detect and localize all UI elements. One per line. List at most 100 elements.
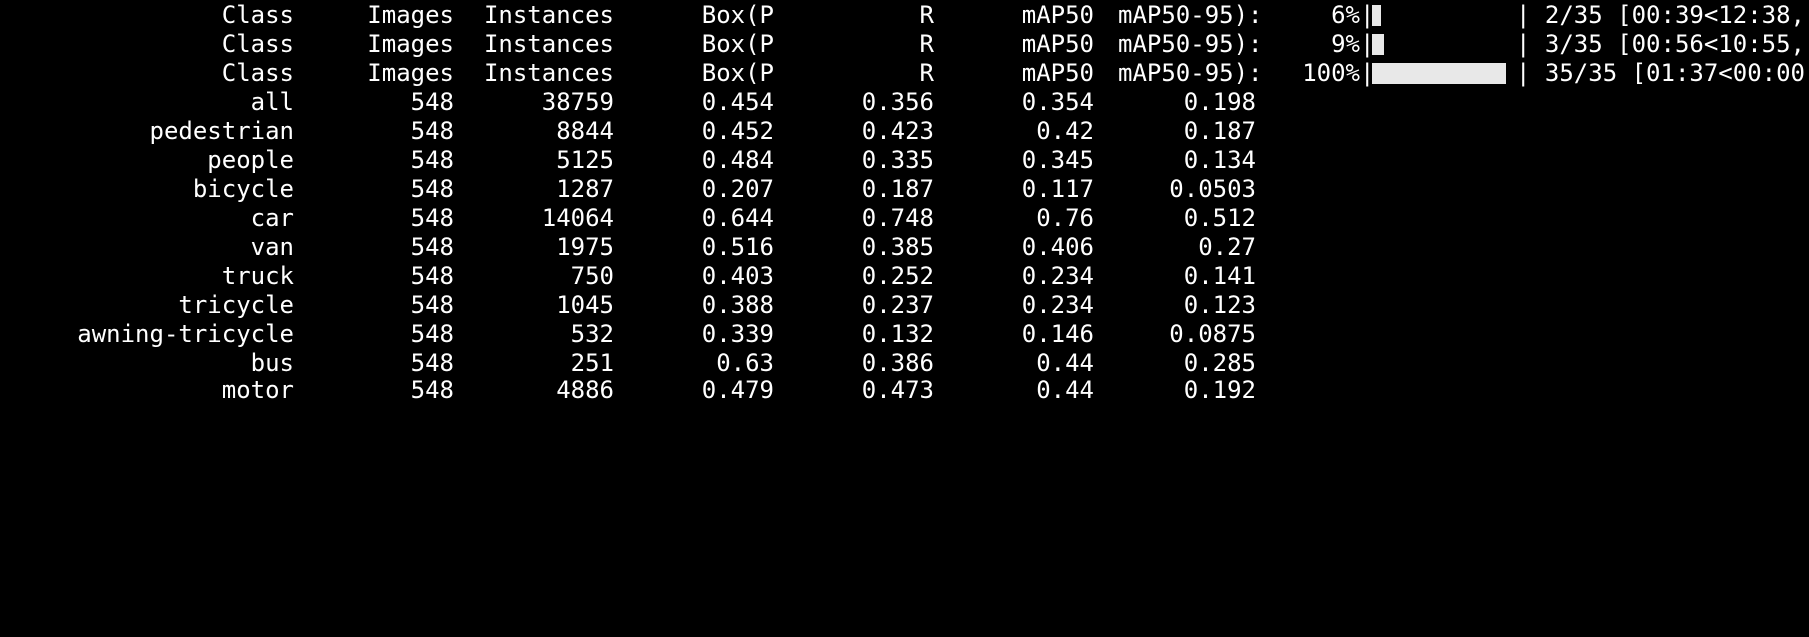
table-row: bus 548 251 0.63 0.386 0.44 0.285 bbox=[0, 349, 1256, 378]
map50-95-value: 0.141 bbox=[1183, 262, 1256, 290]
progress-line: Class Images Instances Box(P R mAP50 mAP… bbox=[0, 30, 1805, 59]
table-row: tricycle 548 1045 0.388 0.237 0.234 0.12… bbox=[0, 291, 1256, 320]
instances-value: 8844 bbox=[556, 117, 614, 145]
progress-bar-fill bbox=[1372, 63, 1506, 84]
progress-percent: 6% bbox=[1331, 1, 1360, 29]
progress-bar: | bbox=[1360, 30, 1520, 117]
box-p-value: 0.452 bbox=[701, 117, 774, 145]
header-box-p: Box(P bbox=[701, 59, 774, 87]
r-value: 0.237 bbox=[861, 291, 934, 319]
instances-value: 1287 bbox=[556, 175, 614, 203]
header-class: Class bbox=[221, 59, 294, 87]
map50-value: 0.42 bbox=[1036, 117, 1094, 145]
box-p-value: 0.479 bbox=[701, 376, 774, 404]
map50-95-value: 0.134 bbox=[1183, 146, 1256, 174]
class-name: pedestrian bbox=[149, 117, 295, 145]
progress-line: Class Images Instances Box(P R mAP50 mAP… bbox=[0, 1, 1805, 30]
map50-95-value: 0.192 bbox=[1183, 376, 1256, 404]
table-row: car 548 14064 0.644 0.748 0.76 0.512 bbox=[0, 204, 1256, 233]
progress-percent: 100% bbox=[1302, 59, 1360, 87]
table-row: motor 548 4886 0.479 0.473 0.44 0.192 bbox=[0, 376, 1256, 405]
map50-value: 0.234 bbox=[1021, 291, 1094, 319]
progress-status: | 35/35 [01:37<00:00, bbox=[1516, 59, 1809, 87]
map50-value: 0.44 bbox=[1036, 349, 1094, 377]
map50-value: 0.117 bbox=[1021, 175, 1094, 203]
images-value: 548 bbox=[410, 320, 454, 348]
box-p-value: 0.516 bbox=[701, 233, 774, 261]
instances-value: 1975 bbox=[556, 233, 614, 261]
table-row: truck 548 750 0.403 0.252 0.234 0.141 bbox=[0, 262, 1256, 291]
map50-value: 0.406 bbox=[1021, 233, 1094, 261]
progress-bar-fill bbox=[1372, 34, 1384, 55]
progress-status: | 2/35 [00:39<12:38, bbox=[1516, 1, 1805, 29]
header-r: R bbox=[919, 1, 934, 29]
progress-line: Class Images Instances Box(P R mAP50 mAP… bbox=[0, 59, 1809, 88]
class-name: awning-tricycle bbox=[77, 320, 294, 348]
class-name: people bbox=[207, 146, 294, 174]
map50-95-value: 0.198 bbox=[1183, 88, 1256, 116]
header-map50-95: mAP50-95): bbox=[1118, 1, 1263, 29]
header-box-p: Box(P bbox=[701, 30, 774, 58]
table-row: bicycle 548 1287 0.207 0.187 0.117 0.050… bbox=[0, 175, 1256, 204]
progress-bar-fill bbox=[1372, 5, 1381, 26]
table-row: awning-tricycle 548 532 0.339 0.132 0.14… bbox=[0, 320, 1256, 349]
instances-value: 1045 bbox=[556, 291, 614, 319]
header-r: R bbox=[919, 59, 934, 87]
map50-95-value: 0.27 bbox=[1198, 233, 1256, 261]
class-name: car bbox=[250, 204, 294, 232]
r-value: 0.335 bbox=[861, 146, 934, 174]
images-value: 548 bbox=[410, 291, 454, 319]
map50-value: 0.76 bbox=[1036, 204, 1094, 232]
progress-status: | 3/35 [00:56<10:55, bbox=[1516, 30, 1805, 58]
images-value: 548 bbox=[410, 376, 454, 404]
class-name: bicycle bbox=[192, 175, 294, 203]
header-map50-95: mAP50-95): bbox=[1118, 30, 1263, 58]
header-map50: mAP50 bbox=[1021, 30, 1094, 58]
r-value: 0.132 bbox=[861, 320, 934, 348]
table-row: pedestrian 548 8844 0.452 0.423 0.42 0.1… bbox=[0, 117, 1257, 146]
class-name: all bbox=[250, 88, 294, 116]
images-value: 548 bbox=[410, 117, 454, 145]
images-value: 548 bbox=[410, 146, 454, 174]
instances-value: 38759 bbox=[541, 88, 614, 116]
r-value: 0.385 bbox=[861, 233, 934, 261]
class-name: bus bbox=[250, 349, 294, 377]
header-images: Images bbox=[367, 30, 454, 58]
images-value: 548 bbox=[410, 204, 454, 232]
r-value: 0.748 bbox=[861, 204, 934, 232]
instances-value: 4886 bbox=[556, 376, 614, 404]
table-row: people 548 5125 0.484 0.335 0.345 0.134 bbox=[0, 146, 1256, 175]
box-p-value: 0.207 bbox=[701, 175, 774, 203]
instances-value: 532 bbox=[570, 320, 614, 348]
header-instances: Instances bbox=[483, 30, 614, 58]
images-value: 548 bbox=[410, 88, 454, 116]
header-map50: mAP50 bbox=[1021, 1, 1094, 29]
progress-bar-left-edge: | bbox=[1360, 59, 1375, 87]
r-value: 0.386 bbox=[861, 349, 934, 377]
box-p-value: 0.454 bbox=[701, 88, 774, 116]
box-p-value: 0.403 bbox=[701, 262, 774, 290]
header-class: Class bbox=[221, 1, 294, 29]
header-instances: Instances bbox=[483, 59, 614, 87]
table-row: van 548 1975 0.516 0.385 0.406 0.27 bbox=[0, 233, 1256, 262]
instances-value: 14064 bbox=[541, 204, 614, 232]
map50-95-value: 0.123 bbox=[1183, 291, 1256, 319]
header-map50: mAP50 bbox=[1021, 59, 1094, 87]
header-map50-95: mAP50-95): bbox=[1118, 59, 1263, 87]
images-value: 548 bbox=[410, 349, 454, 377]
progress-bar-left-edge: | bbox=[1360, 1, 1375, 29]
class-name: truck bbox=[221, 262, 294, 290]
header-box-p: Box(P bbox=[701, 1, 774, 29]
r-value: 0.187 bbox=[861, 175, 934, 203]
map50-95-value: 0.0875 bbox=[1169, 320, 1256, 348]
box-p-value: 0.63 bbox=[716, 349, 774, 377]
box-p-value: 0.388 bbox=[701, 291, 774, 319]
map50-95-value: 0.187 bbox=[1183, 117, 1256, 145]
r-value: 0.473 bbox=[861, 376, 934, 404]
map50-value: 0.354 bbox=[1021, 88, 1094, 116]
box-p-value: 0.644 bbox=[701, 204, 774, 232]
r-value: 0.356 bbox=[861, 88, 934, 116]
progress-bar: | bbox=[1360, 1, 1520, 88]
header-class: Class bbox=[221, 30, 294, 58]
r-value: 0.252 bbox=[861, 262, 934, 290]
